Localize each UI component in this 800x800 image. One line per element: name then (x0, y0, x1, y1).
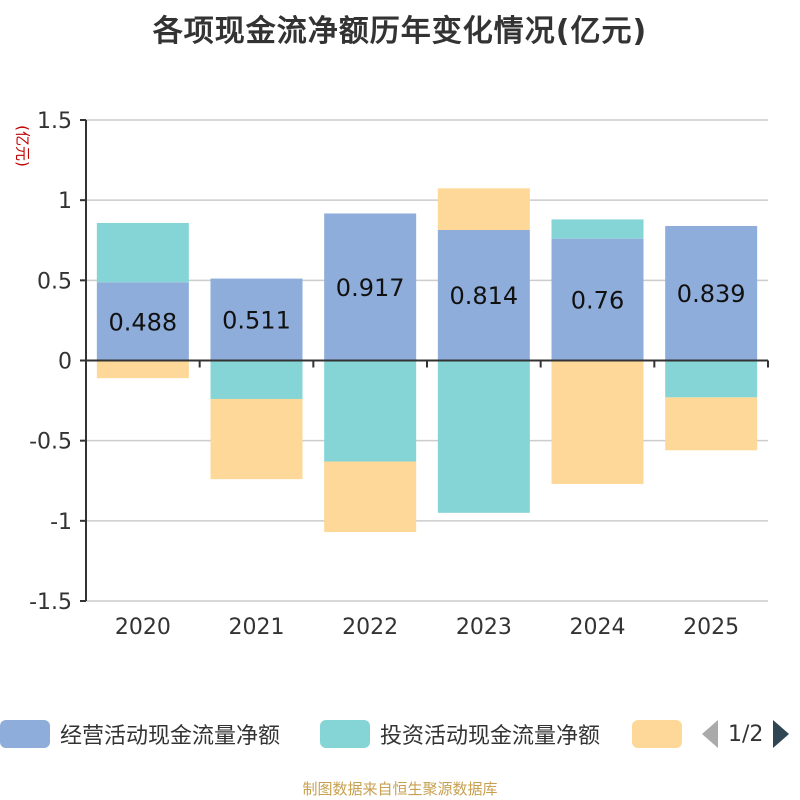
x-tick-label: 2021 (229, 615, 285, 640)
data-label-2021: 0.511 (222, 307, 291, 335)
investing-bar-2023 (437, 360, 530, 513)
operating-bar-2024 (551, 238, 644, 361)
legend-swatch-investing (320, 720, 370, 748)
next-page-icon[interactable] (773, 720, 790, 748)
y-tick-label: 0.5 (37, 269, 72, 294)
chart-title: 各项现金流净额历年变化情况(亿元) (152, 14, 648, 49)
legend-item-financing[interactable] (632, 716, 692, 752)
x-tick-label: 2020 (115, 615, 171, 640)
bar-chart: -1.5 -1 -0.5 0 0.5 1 1.5 0.488 2020 0.511 2021 0.91… (29, 109, 769, 640)
data-label-2020: 0.488 (108, 308, 177, 336)
financing-bar-2024 (551, 360, 644, 484)
investing-bar-2020 (96, 222, 189, 283)
legend-pager: 1/2 (702, 716, 790, 752)
operating-bar-2023 (437, 229, 530, 361)
operating-bar-2020 (96, 282, 189, 361)
legend-swatch-financing (632, 720, 682, 748)
financing-bar-2022 (324, 461, 417, 533)
legend-item-operating[interactable]: 经营活动现金流量净额 (0, 716, 280, 752)
financing-bar-2025 (665, 397, 758, 451)
x-tick-label: 2024 (570, 615, 626, 640)
operating-bar-2025 (665, 225, 758, 361)
investing-bar-2025 (665, 360, 758, 398)
legend-label-investing: 投资活动现金流量净额 (380, 724, 601, 749)
legend-item-investing[interactable]: 投资活动现金流量净额 (320, 716, 600, 752)
data-label-2025: 0.839 (677, 280, 746, 308)
y-tick-label: -1.5 (29, 590, 72, 615)
investing-bar-2024 (551, 219, 644, 239)
x-tick-label: 2022 (342, 615, 398, 640)
y-tick-label: 0 (58, 350, 72, 375)
legend: 经营活动现金流量净额 投资活动现金流量净额 1/2 (0, 716, 800, 752)
legend-page-indicator: 1/2 (728, 721, 764, 747)
data-label-2023: 0.814 (449, 282, 518, 310)
legend-label-operating: 经营活动现金流量净额 (60, 724, 281, 749)
investing-bar-2022 (324, 360, 417, 462)
operating-bar-2022 (324, 213, 417, 361)
data-source-footer: 制图数据来自恒生聚源数据库 (302, 780, 498, 798)
y-tick-label: 1 (58, 189, 72, 214)
y-tick-label: 1.5 (37, 109, 72, 134)
y-tick-label: -0.5 (29, 430, 72, 455)
x-tick-label: 2023 (456, 615, 512, 640)
x-tick-label: 2025 (683, 615, 739, 640)
financing-bar-2023 (437, 188, 530, 230)
y-tick-label: -1 (50, 510, 72, 535)
financing-bar-2021 (210, 398, 303, 480)
legend-swatch-operating (0, 720, 50, 748)
data-label-2022: 0.917 (336, 274, 405, 302)
data-label-2024: 0.76 (571, 287, 624, 315)
financing-bar-2020 (96, 360, 189, 379)
prev-page-icon[interactable] (702, 720, 718, 748)
investing-bar-2021 (210, 360, 303, 399)
operating-bar-2021 (210, 278, 303, 361)
